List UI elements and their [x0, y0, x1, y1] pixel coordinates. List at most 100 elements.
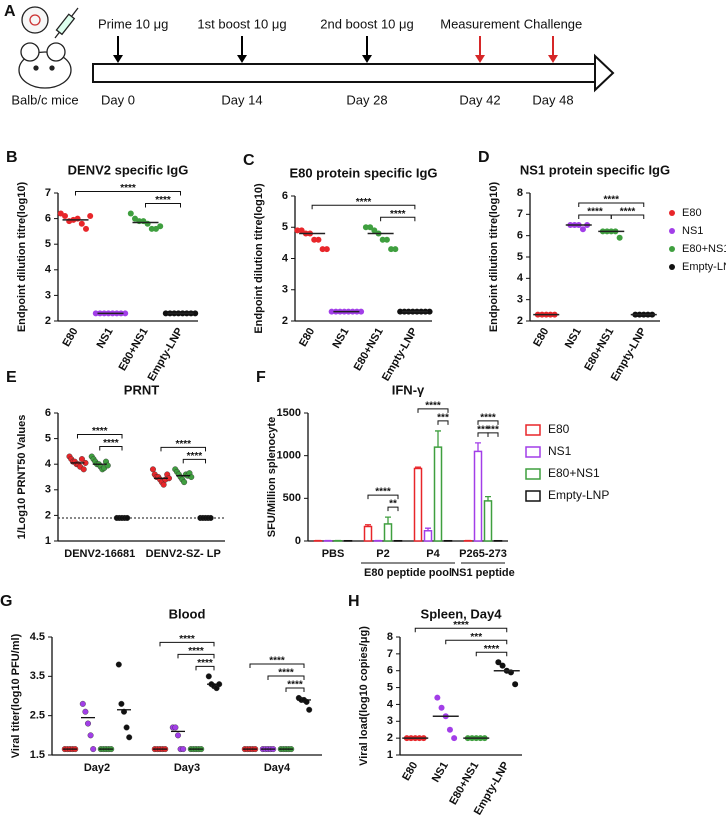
significance-label: **: [389, 499, 397, 510]
x-tick-label: E80: [297, 326, 317, 349]
y-tick-label: 3: [517, 294, 523, 306]
y-tick-label: 2: [282, 315, 288, 327]
data-point: [383, 236, 390, 243]
legend-marker: [669, 246, 675, 252]
event-day: Day 28: [346, 92, 387, 107]
significance-label: ****: [278, 668, 294, 679]
significance-label: ****: [103, 438, 119, 449]
data-point: [115, 661, 122, 668]
legend-label: Empty-LNP: [682, 261, 726, 273]
significance-label: ****: [620, 207, 636, 218]
significance-bracket: [76, 434, 123, 439]
significance-bracket: [75, 190, 181, 196]
y-axis-title: Viral load(log10 copies/μg): [358, 626, 370, 766]
significance-label: ****: [587, 207, 603, 218]
significance-bracket: [367, 494, 399, 500]
event-day: Day 14: [221, 92, 262, 107]
significance-label: ****: [155, 195, 171, 206]
data-point: [78, 456, 85, 463]
significance-bracket: [445, 639, 508, 645]
bar: [433, 446, 443, 542]
significance-label: ****: [453, 620, 469, 631]
data-point: [118, 700, 125, 707]
significance-label: ****: [92, 426, 108, 437]
x-tick-label: E80: [531, 326, 551, 349]
legend-label: E80: [682, 207, 702, 219]
bar: [413, 467, 423, 542]
y-tick-label: 2.5: [30, 710, 45, 722]
y-tick-label: 5: [282, 221, 288, 233]
bar: [423, 530, 433, 542]
data-point: [294, 227, 301, 234]
y-tick-label: 0: [295, 535, 301, 547]
data-point: [83, 225, 89, 232]
x-tick-label: PBS: [322, 548, 345, 560]
error-bar: [425, 527, 431, 531]
y-tick-label: 4: [45, 458, 52, 470]
x-tick-label: P265-273: [459, 548, 507, 560]
significance-label: ****: [175, 439, 191, 450]
y-tick-label: 4: [387, 698, 394, 710]
data-point: [157, 223, 164, 230]
subject-label: Balb/c mice: [11, 92, 78, 107]
data-point: [87, 732, 94, 739]
data-point: [434, 694, 441, 701]
y-tick-label: 4: [282, 252, 289, 264]
x-tick-label: Day4: [264, 762, 291, 774]
x-tick-label: Day2: [84, 762, 110, 774]
legend-marker: [669, 210, 675, 216]
y-tick-label: 5: [45, 238, 51, 250]
y-tick-label: 4.5: [30, 631, 45, 643]
significance-bracket: [160, 446, 207, 452]
data-point: [451, 735, 458, 742]
data-point: [323, 246, 330, 253]
data-point: [388, 246, 395, 253]
y-tick-label: 500: [283, 492, 301, 504]
data-point: [104, 462, 111, 469]
y-tick-label: 8: [387, 631, 393, 643]
x-tick-label: Day3: [174, 762, 200, 774]
category-group-label: NS1 peptide: [451, 567, 515, 579]
data-point: [379, 236, 386, 243]
x-tick-label: E80+NS1: [117, 326, 151, 373]
y-tick-label: 5: [45, 433, 51, 445]
data-point: [306, 706, 313, 713]
significance-label: ****: [188, 646, 204, 657]
chart-title: DENV2 specific IgG: [68, 162, 189, 177]
significance-bracket: [177, 653, 215, 659]
significance-bracket: [285, 687, 305, 692]
significance-bracket: [145, 202, 181, 208]
y-tick-label: 6: [282, 190, 288, 202]
significance-label: ****: [390, 209, 406, 220]
y-axis-title: 1/Log10 PRNT50 Values: [16, 415, 28, 540]
y-axis-title: Endpoint dilution titre(log10): [488, 182, 500, 333]
y-tick-label: 6: [517, 230, 523, 242]
significance-bracket: [195, 665, 215, 671]
x-tick-label: E80+NS1: [582, 326, 616, 373]
y-tick-label: 7: [45, 187, 51, 199]
significance-label: ****: [480, 413, 496, 424]
data-point: [160, 481, 167, 488]
y-tick-label: 2: [45, 315, 51, 327]
legend-label: E80: [548, 422, 570, 436]
data-point: [78, 220, 85, 227]
legend-label: E80+NS1: [548, 466, 600, 480]
data-point: [172, 724, 179, 731]
error-bar: [385, 516, 391, 524]
y-tick-label: 3: [45, 289, 51, 301]
data-point: [495, 659, 502, 666]
data-point: [122, 310, 129, 317]
chart-title: Spleen, Day4: [421, 606, 503, 621]
data-point: [362, 224, 369, 231]
chart-title: Blood: [169, 606, 206, 621]
data-point: [315, 236, 322, 243]
x-tick-label: E80: [400, 760, 420, 783]
data-point: [438, 704, 445, 711]
y-tick-label: 1: [387, 749, 393, 761]
y-tick-label: 7: [387, 648, 393, 660]
legend-label: NS1: [548, 444, 572, 458]
panel-label: A: [4, 3, 16, 20]
event-day: Day 48: [532, 92, 573, 107]
data-point: [123, 724, 130, 731]
chart-title: IFN-γ: [392, 382, 425, 397]
